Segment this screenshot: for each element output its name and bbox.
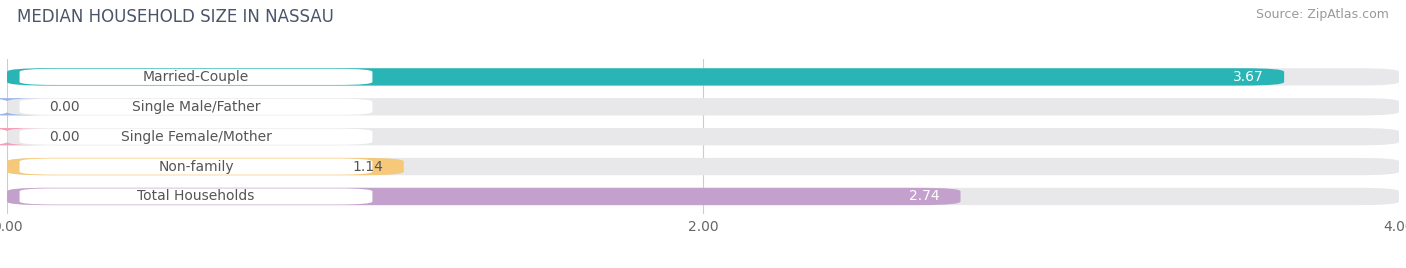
- FancyBboxPatch shape: [7, 68, 1284, 85]
- Text: MEDIAN HOUSEHOLD SIZE IN NASSAU: MEDIAN HOUSEHOLD SIZE IN NASSAU: [17, 8, 333, 26]
- FancyBboxPatch shape: [7, 68, 1399, 85]
- FancyBboxPatch shape: [7, 188, 960, 205]
- Text: Single Male/Father: Single Male/Father: [132, 100, 260, 114]
- FancyBboxPatch shape: [7, 188, 1399, 205]
- Text: Total Households: Total Households: [138, 189, 254, 203]
- FancyBboxPatch shape: [20, 99, 373, 115]
- Text: 3.67: 3.67: [1233, 70, 1263, 84]
- Text: 0.00: 0.00: [49, 100, 80, 114]
- FancyBboxPatch shape: [7, 128, 1399, 145]
- Text: Married-Couple: Married-Couple: [143, 70, 249, 84]
- FancyBboxPatch shape: [0, 98, 49, 116]
- Text: 1.14: 1.14: [352, 159, 382, 174]
- Text: 0.00: 0.00: [49, 130, 80, 144]
- FancyBboxPatch shape: [0, 128, 49, 145]
- FancyBboxPatch shape: [20, 158, 373, 175]
- Text: 2.74: 2.74: [910, 189, 939, 203]
- Text: Non-family: Non-family: [157, 159, 233, 174]
- FancyBboxPatch shape: [7, 158, 404, 175]
- Text: Source: ZipAtlas.com: Source: ZipAtlas.com: [1256, 8, 1389, 21]
- FancyBboxPatch shape: [20, 69, 373, 85]
- FancyBboxPatch shape: [7, 158, 1399, 175]
- FancyBboxPatch shape: [20, 129, 373, 145]
- Text: Single Female/Mother: Single Female/Mother: [121, 130, 271, 144]
- FancyBboxPatch shape: [20, 188, 373, 204]
- FancyBboxPatch shape: [7, 98, 1399, 116]
